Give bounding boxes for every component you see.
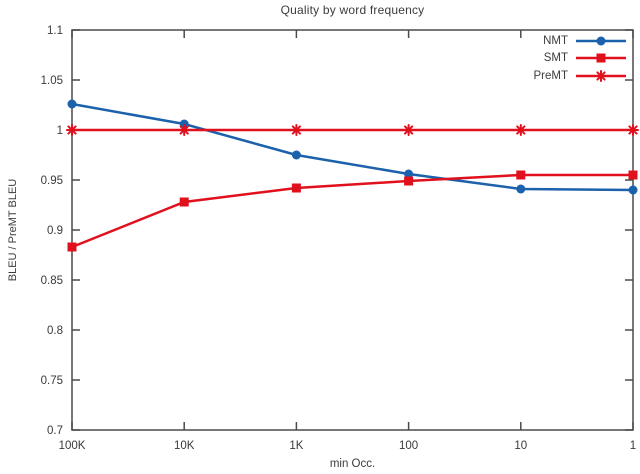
x-tick-label: 10K bbox=[174, 440, 195, 452]
legend-row-smt: SMT bbox=[534, 50, 628, 68]
plot-border bbox=[71, 29, 634, 431]
y-tick-label: 0.9 bbox=[47, 225, 63, 237]
x-tick-label: 10 bbox=[514, 440, 527, 452]
legend: NMT SMT PreMT bbox=[534, 32, 628, 85]
chart-title: Quality by word frequency bbox=[280, 3, 425, 17]
y-tick-label: 0.7 bbox=[47, 425, 63, 437]
marker-premt bbox=[66, 124, 78, 136]
y-tick-label: 1.05 bbox=[41, 75, 63, 87]
marker-smt bbox=[404, 176, 414, 186]
x-tick-label: 100 bbox=[399, 440, 418, 452]
marker-premt bbox=[514, 124, 527, 136]
legend-sample-marker bbox=[595, 69, 607, 82]
marker-nmt bbox=[291, 150, 301, 160]
x-tick-label: 100K bbox=[59, 440, 86, 452]
y-tick-label: 0.85 bbox=[41, 275, 63, 287]
marker-premt-arm bbox=[404, 125, 414, 135]
x-tick-label: 1 bbox=[630, 440, 636, 452]
marker-smt bbox=[179, 197, 189, 207]
marker-premt-arm bbox=[628, 125, 638, 135]
legend-sample-marker bbox=[596, 36, 606, 46]
marker-smt bbox=[291, 183, 301, 193]
legend-sample-marker-arm bbox=[596, 71, 606, 81]
legend-label-premt: PreMT bbox=[533, 69, 569, 82]
x-axis-label: min Occ. bbox=[329, 458, 376, 470]
series-line-nmt bbox=[71, 102, 634, 192]
series-line-smt bbox=[71, 173, 633, 249]
marker-premt-arm bbox=[291, 125, 301, 135]
y-tick-label: 0.75 bbox=[41, 375, 63, 387]
x-tick-label: 1K bbox=[289, 440, 303, 452]
marker-premt-arm bbox=[179, 125, 189, 135]
marker-premt bbox=[402, 124, 415, 136]
marker-nmt bbox=[628, 185, 638, 195]
smt-line-marker-icon bbox=[576, 53, 626, 63]
premt-line-marker-icon bbox=[576, 69, 626, 82]
marker-nmt bbox=[404, 169, 414, 179]
marker-premt bbox=[290, 124, 303, 136]
y-tick-label: 0.8 bbox=[47, 325, 63, 337]
marker-premt-arm bbox=[516, 125, 526, 135]
marker-nmt bbox=[67, 99, 77, 109]
marker-premt-arm bbox=[67, 125, 77, 135]
legend-sample-marker bbox=[596, 53, 606, 63]
y-tick-label: 1.1 bbox=[47, 25, 63, 37]
legend-label-smt: SMT bbox=[543, 52, 568, 65]
marker-smt bbox=[516, 170, 526, 180]
nmt-line-marker-icon bbox=[576, 36, 626, 46]
legend-label-nmt: NMT bbox=[543, 34, 568, 47]
marker-premt bbox=[627, 124, 639, 136]
marker-smt bbox=[67, 242, 77, 252]
y-tick-label: 1 bbox=[57, 125, 63, 137]
marker-premt bbox=[178, 124, 191, 136]
marker-smt bbox=[628, 170, 638, 180]
y-tick-label: 0.95 bbox=[41, 175, 63, 187]
legend-row-premt: PreMT bbox=[534, 67, 628, 85]
marker-nmt bbox=[516, 184, 526, 194]
legend-row-nmt: NMT bbox=[534, 32, 628, 50]
